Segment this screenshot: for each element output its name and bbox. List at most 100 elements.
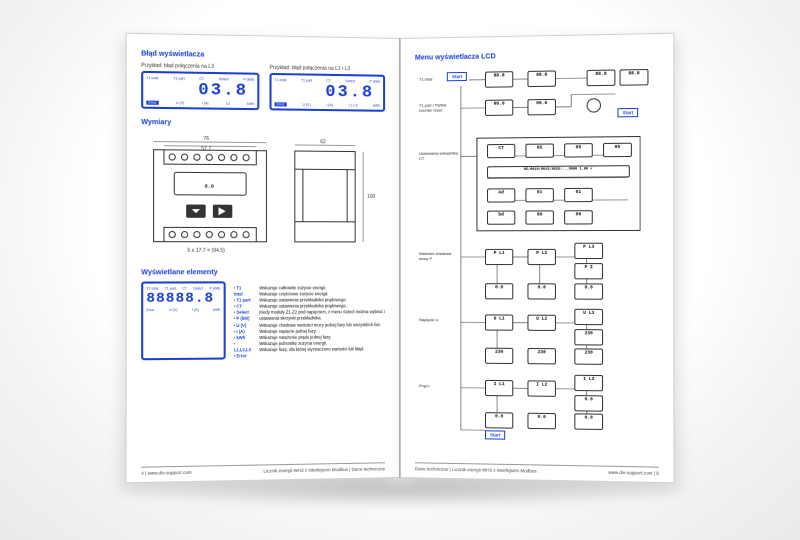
flow-node: U L3 — [574, 309, 603, 325]
flow-node: 0.0 — [485, 283, 513, 299]
flow-start-mid: Start — [617, 108, 638, 117]
flow-label: T1 total — [419, 76, 432, 81]
flow-node: 0.0 — [574, 283, 603, 299]
flow-node: 88.8 — [587, 70, 616, 87]
footer-right-page: Dane techniczne | Licznik energii WH3 z … — [415, 462, 659, 476]
footer-left: Dane techniczne | Licznik energii WH3 z … — [415, 466, 537, 473]
dim-w: 76 — [203, 136, 209, 142]
footer-right: Licznik energii WH3 z interfejsem Modbus… — [263, 466, 385, 473]
dim-note: 5 x 17.7 = (94.5) — [187, 248, 225, 254]
flow-node-wide: 05/0010/0015/0025/...9000 1.00 × — [487, 165, 630, 178]
lcd-phase: L3 — [226, 102, 230, 106]
flow-node: 230 — [574, 348, 603, 365]
heading-error: Błąd wyświetlacza — [141, 50, 385, 61]
footer-right: www.dis-support.com | 5 — [608, 470, 659, 476]
flow-node: 96 — [525, 210, 553, 224]
dimension-drawing: 76 57.7 62 100 8.0 5 x 17.7 = (94.5) — [141, 131, 385, 254]
flow-node: U L1 — [485, 314, 513, 330]
lcd-example-2: Przykład: błąd połączenia na L1 i L3 T1 … — [269, 65, 385, 112]
caption-2: Przykład: błąd połączenia na L1 i L3 — [269, 65, 385, 73]
flow-node: 88.8 — [527, 70, 555, 87]
lcd-label: U (V) — [302, 103, 310, 107]
flow-node: P Σ — [574, 263, 603, 279]
book-spread: Błąd wyświetlacza Przykład: błąd połącze… — [130, 38, 670, 478]
page-left: Błąd wyświetlacza Przykład: błąd połącze… — [126, 33, 400, 484]
heading-display-elements: Wyświetlane elementy — [141, 269, 385, 276]
lcd-big-digits: 88888.8 — [146, 291, 220, 308]
flow-node: 0.0 — [574, 395, 603, 412]
lcd-error-tag: Error — [146, 101, 158, 105]
flow-node: P L2 — [527, 249, 555, 265]
legend-key: P (kW) — [234, 316, 251, 322]
flow-node: 05 — [564, 143, 593, 157]
page-right: Menu wyświetlacza LCD — [400, 33, 674, 484]
dim-h: 100 — [367, 194, 376, 200]
flow-node-button — [587, 98, 601, 112]
lcd-label: U (V) — [176, 101, 184, 105]
legend-val: Wskazuje fazę, dla której wyznaczono war… — [259, 346, 385, 353]
lcd-label: U (V) — [169, 308, 177, 312]
lcd-label: I (A) — [192, 308, 199, 312]
display-elements-row: T1 total T1 part CT Select P (kW) 88888.… — [141, 281, 385, 360]
flow-node: 05 — [603, 143, 632, 158]
footer-left: 4 | www.dis-support.com — [141, 470, 192, 476]
lcd-label: Error — [146, 308, 154, 312]
flow-label: Wartości chwilowe mocy P — [419, 251, 459, 261]
lcd-label: I (A) — [202, 101, 209, 105]
legend-key: T1 total — [234, 285, 251, 297]
lcd-2: T1 total T1 part CT Select P (kW) 03.8 E… — [269, 73, 385, 112]
lcd-big: T1 total T1 part CT Select P (kW) 88888.… — [141, 281, 225, 360]
legend-val: Kiedy moduły Z1-Z2 pod napięciem, z menu… — [259, 309, 385, 322]
flow-node: 88.8 — [620, 69, 649, 86]
caption-1: Przykład: błąd połączenia na L3 — [141, 63, 259, 71]
flow-node: P L1 — [485, 249, 513, 265]
stage: Błąd wyświetlacza Przykład: błąd połącze… — [0, 0, 800, 540]
heading-menu: Menu wyświetlacza LCD — [415, 50, 659, 61]
flow-node: P L3 — [574, 243, 603, 259]
flow-node: 00.0 — [485, 99, 513, 116]
flow-label: Ustawiania wskaźnika CT — [419, 150, 459, 160]
heading-dimensions: Wymiary — [141, 119, 385, 129]
legend-values: Wskazuje całkowite zużycie energii. Wska… — [259, 285, 385, 359]
flow-node: I L2 — [527, 380, 555, 397]
flow-node: 0.0 — [527, 413, 555, 430]
error-examples: Przykład: błąd połączenia na L3 T1 total… — [141, 63, 385, 112]
lcd-unit: kWh — [247, 102, 254, 106]
flow-node: 96 — [564, 210, 593, 224]
lcd-label: I (A) — [326, 103, 333, 107]
lcd-label: T1 total — [146, 76, 158, 80]
flow-node: 230 — [527, 348, 555, 364]
dim-d: 62 — [320, 139, 326, 145]
flow-node: 05 — [525, 143, 553, 157]
lcd-digits: 03.8 — [275, 82, 381, 103]
flow-label: Prąd I — [419, 383, 430, 388]
flow-label: T1 part / Partial counter reset — [419, 102, 459, 113]
lcd-unit: kWh — [213, 308, 220, 312]
flow-node: 0.0 — [574, 413, 603, 430]
flow-node: I L3 — [574, 375, 603, 392]
flow-node: U L2 — [527, 315, 555, 331]
flow-node: 230 — [574, 329, 603, 345]
lcd-label: T1 part — [301, 78, 312, 82]
flow-node: CT — [487, 144, 515, 158]
flow-label: Napięcie U — [419, 317, 439, 322]
legend-val: Wskazuje chwilowe wartości mocy jednej f… — [259, 322, 385, 329]
flow-node: 230 — [485, 348, 513, 364]
flow-node: bd — [487, 211, 515, 225]
legend-key: L1,L2,L3 — [234, 341, 251, 353]
flow-node: Ad — [487, 188, 515, 202]
lcd-digits: 03.8 — [146, 80, 254, 101]
flow-node: I L1 — [485, 380, 513, 396]
dim-wi: 57.7 — [201, 146, 211, 152]
flowchart: Start T1 total T1 part / Partial counter… — [415, 63, 659, 441]
lcd-error-tag: Error — [275, 102, 287, 106]
flow-node: 88.8 — [485, 71, 513, 88]
lcd-label: T1 part — [173, 76, 184, 80]
legend-keys: T1 total T1 part CT Select P (kW) U (V) … — [234, 285, 251, 359]
flow-node: 01 — [564, 188, 593, 202]
book-spine — [399, 38, 401, 478]
lcd-1: T1 total T1 part CT Select P (kW) 03.8 E… — [141, 71, 259, 110]
legend: T1 total T1 part CT Select P (kW) U (V) … — [234, 285, 385, 360]
footer-left-page: 4 | www.dis-support.com Licznik energii … — [141, 462, 385, 476]
flow-node: 0.0 — [527, 283, 555, 299]
